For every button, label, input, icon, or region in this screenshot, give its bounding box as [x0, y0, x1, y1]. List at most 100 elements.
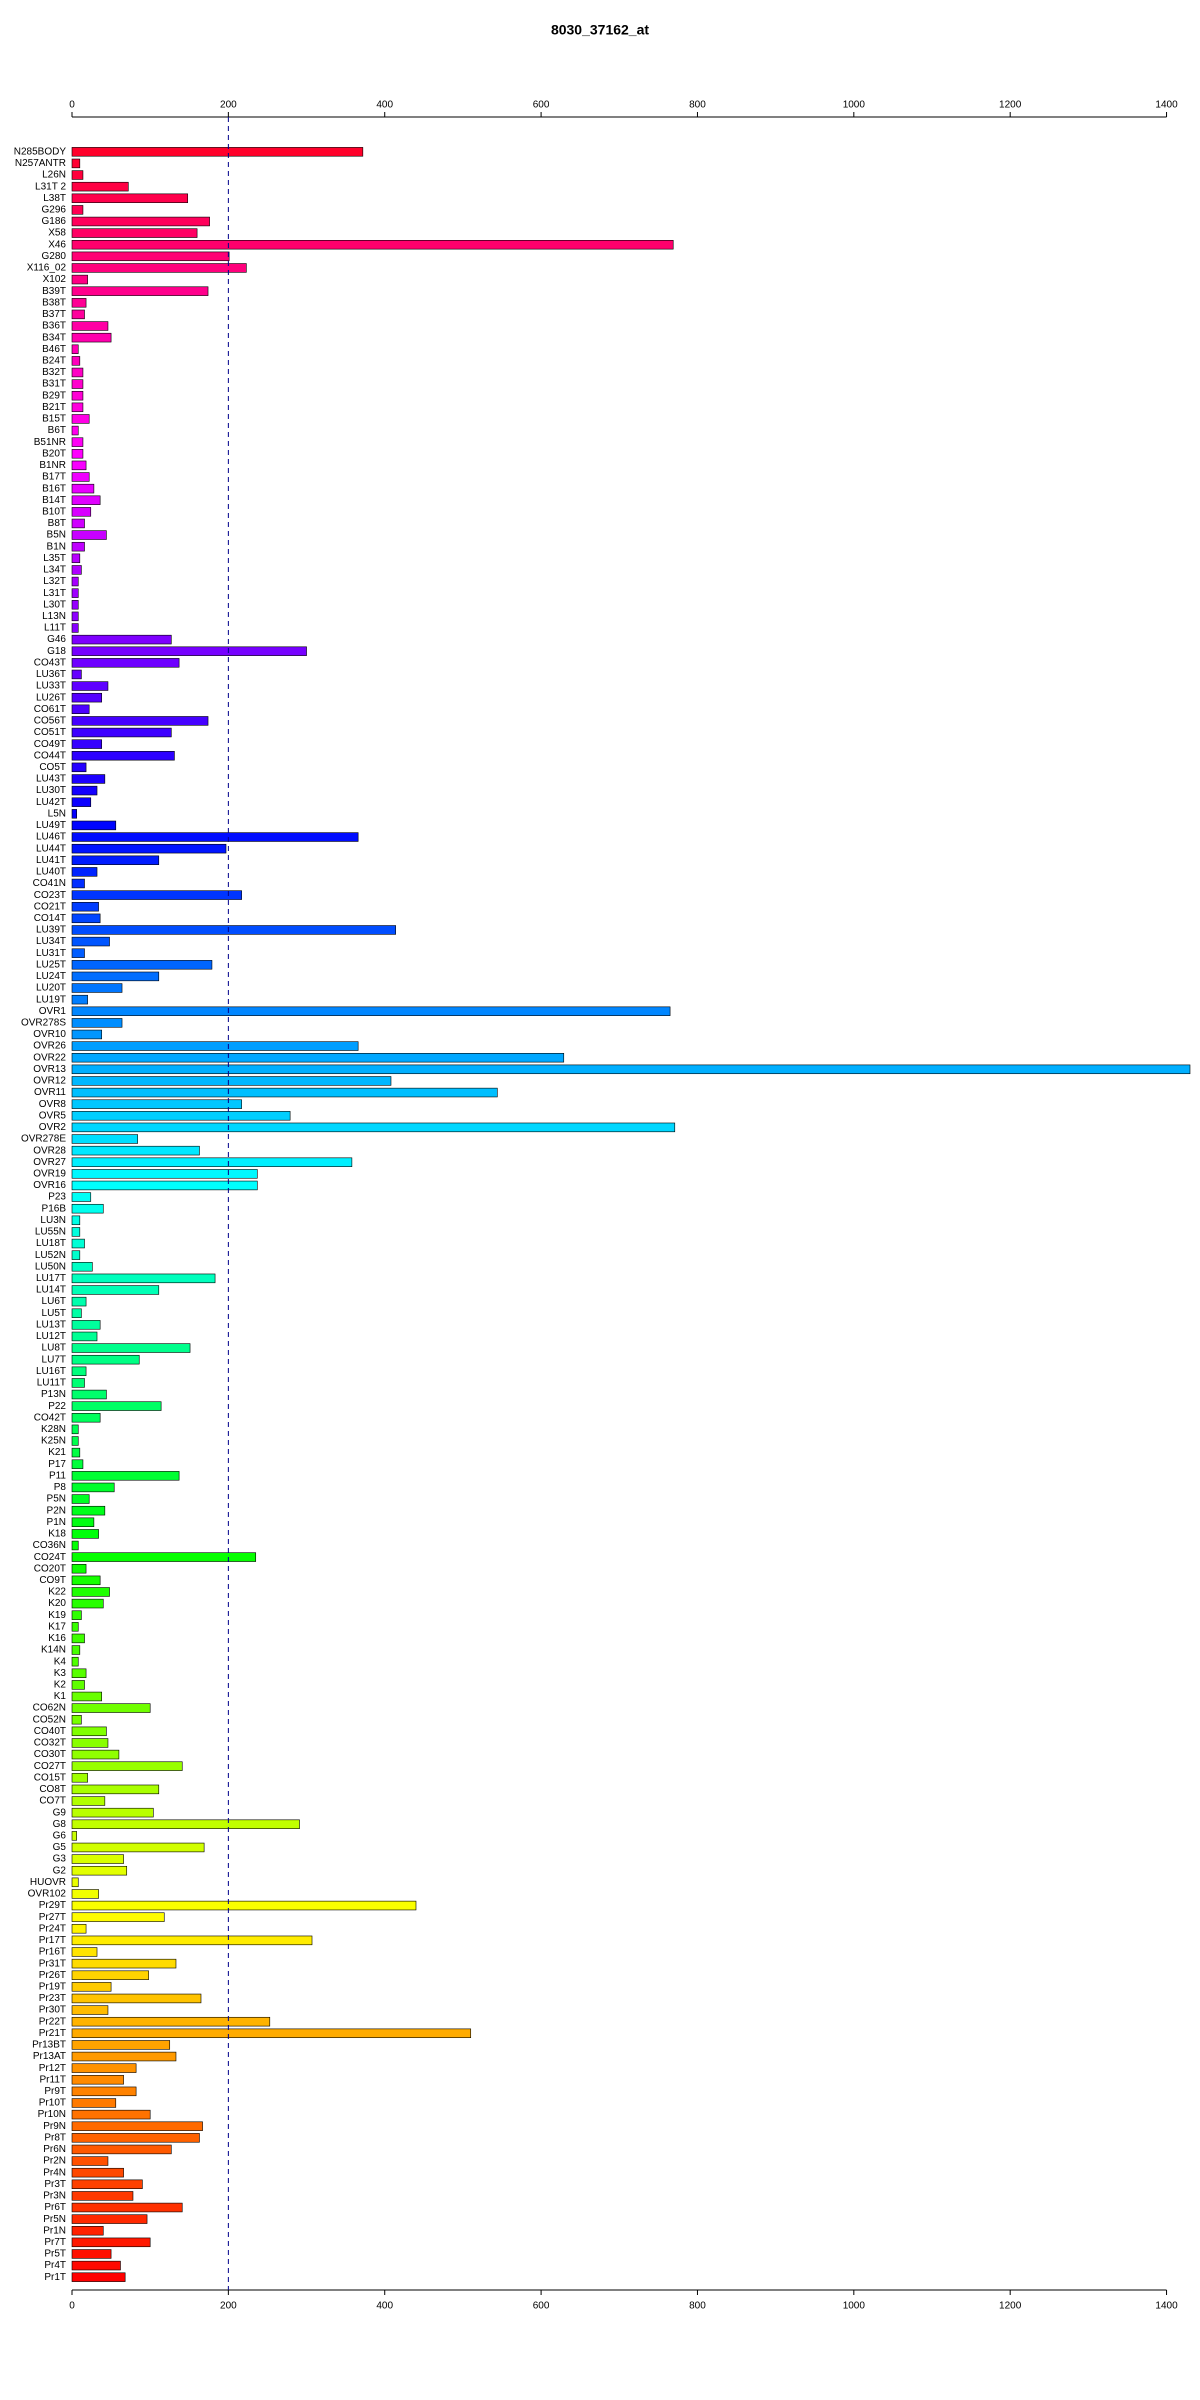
bar — [71, 565, 82, 575]
bar — [71, 785, 98, 796]
bar — [71, 1610, 82, 1620]
bar — [71, 1587, 110, 1597]
bar — [71, 402, 84, 413]
bar — [71, 425, 79, 436]
y-tick-label: CO24T — [34, 1552, 66, 1563]
bar — [71, 1157, 353, 1167]
bar — [71, 1192, 92, 1202]
y-tick-label: P22 — [48, 1401, 66, 1412]
bar — [71, 332, 112, 343]
bar — [71, 1807, 154, 1818]
y-tick-label: OVR102 — [28, 1889, 67, 1900]
y-tick-label: CO27T — [34, 1761, 66, 1772]
y-tick-label: B15T — [42, 414, 66, 425]
bar — [71, 1564, 87, 1574]
x-tick-label: 200 — [220, 100, 237, 111]
y-tick-label: G186 — [42, 216, 67, 227]
bar — [71, 1796, 106, 1806]
y-tick-label: P17 — [48, 1459, 66, 1470]
x-tick-label: 400 — [376, 2301, 393, 2312]
bar — [71, 681, 109, 691]
y-tick-label: CO41N — [33, 878, 66, 889]
bar — [71, 205, 84, 215]
bar — [71, 1041, 359, 1051]
y-tick-label: Pr3N — [43, 2191, 66, 2202]
bar — [71, 2214, 148, 2224]
y-tick-label: OVR12 — [33, 1076, 66, 1087]
bar — [71, 1598, 104, 1609]
bar — [71, 251, 230, 262]
y-tick-label: LU17T — [36, 1273, 66, 1284]
bar — [71, 1285, 160, 1295]
y-tick-label: Pr29T — [39, 1900, 66, 1911]
bar — [71, 1865, 128, 1876]
bar — [71, 623, 79, 633]
y-tick-label: LU5T — [42, 1308, 66, 1319]
x-tick-label: 0 — [69, 2301, 75, 2312]
y-tick-label: L35T — [43, 553, 66, 564]
y-tick-label: OVR22 — [33, 1052, 66, 1063]
bar — [71, 1366, 87, 1377]
bar — [71, 1622, 79, 1632]
y-tick-label: Pr31T — [39, 1958, 66, 1969]
y-tick-label: P13N — [41, 1389, 66, 1400]
y-tick-label: B24T — [42, 356, 66, 367]
bar — [71, 1087, 498, 1098]
y-tick-label: Pr9N — [43, 2121, 66, 2132]
bar — [71, 437, 84, 447]
bar — [71, 1111, 291, 1121]
y-tick-label: B17T — [42, 472, 66, 483]
y-tick-label: Pr12T — [39, 2063, 66, 2074]
y-tick-label: CO5T — [39, 762, 66, 773]
bar — [71, 1401, 162, 1411]
bar — [71, 1320, 101, 1330]
bar — [71, 1273, 216, 1284]
y-tick-label: OVR8 — [39, 1099, 67, 1110]
bar — [71, 1691, 103, 1702]
bar — [71, 1761, 183, 1771]
y-tick-label: P11 — [49, 1470, 66, 1481]
bar — [71, 2075, 124, 2085]
y-tick-label: K2 — [54, 1680, 67, 1691]
bar — [71, 1145, 200, 1156]
y-tick-label: OVR2 — [39, 1122, 67, 1133]
y-tick-label: K25N — [41, 1436, 66, 1447]
y-tick-label: G3 — [53, 1854, 67, 1865]
y-tick-label: K20 — [48, 1598, 66, 1609]
bar — [71, 890, 242, 900]
bar — [71, 925, 396, 935]
y-tick-label: CO20T — [34, 1563, 66, 1574]
bar — [71, 1703, 151, 1713]
y-tick-label: Pr4N — [43, 2167, 66, 2178]
bar — [71, 1238, 85, 1249]
bar — [71, 1134, 138, 1144]
y-tick-label: N257ANTR — [15, 158, 66, 169]
bar — [71, 530, 107, 540]
bar — [71, 2179, 143, 2189]
bar — [71, 634, 172, 645]
y-tick-label: K28N — [41, 1424, 66, 1435]
y-tick-label: B46T — [42, 344, 66, 355]
y-tick-label: G2 — [53, 1865, 67, 1876]
y-tick-label: G6 — [53, 1830, 67, 1841]
bar — [71, 1122, 676, 1133]
bar — [71, 414, 90, 424]
y-tick-label: L38T — [43, 193, 66, 204]
bar — [71, 1018, 123, 1028]
bar — [71, 600, 79, 610]
bar — [71, 1436, 79, 1446]
y-tick-label: P5N — [47, 1494, 66, 1505]
bar — [71, 472, 90, 482]
bar — [71, 1575, 101, 1586]
bar — [71, 1203, 104, 1214]
y-tick-label: G9 — [53, 1807, 67, 1818]
bar — [71, 181, 129, 192]
bar — [71, 158, 81, 169]
bar — [71, 1726, 107, 1737]
bar — [71, 2109, 151, 2120]
bar — [71, 994, 88, 1005]
bar — [71, 2040, 171, 2050]
y-tick-label: Pr19T — [39, 1981, 66, 1992]
y-tick-label: K21 — [48, 1447, 66, 1458]
bar — [71, 1262, 93, 1272]
